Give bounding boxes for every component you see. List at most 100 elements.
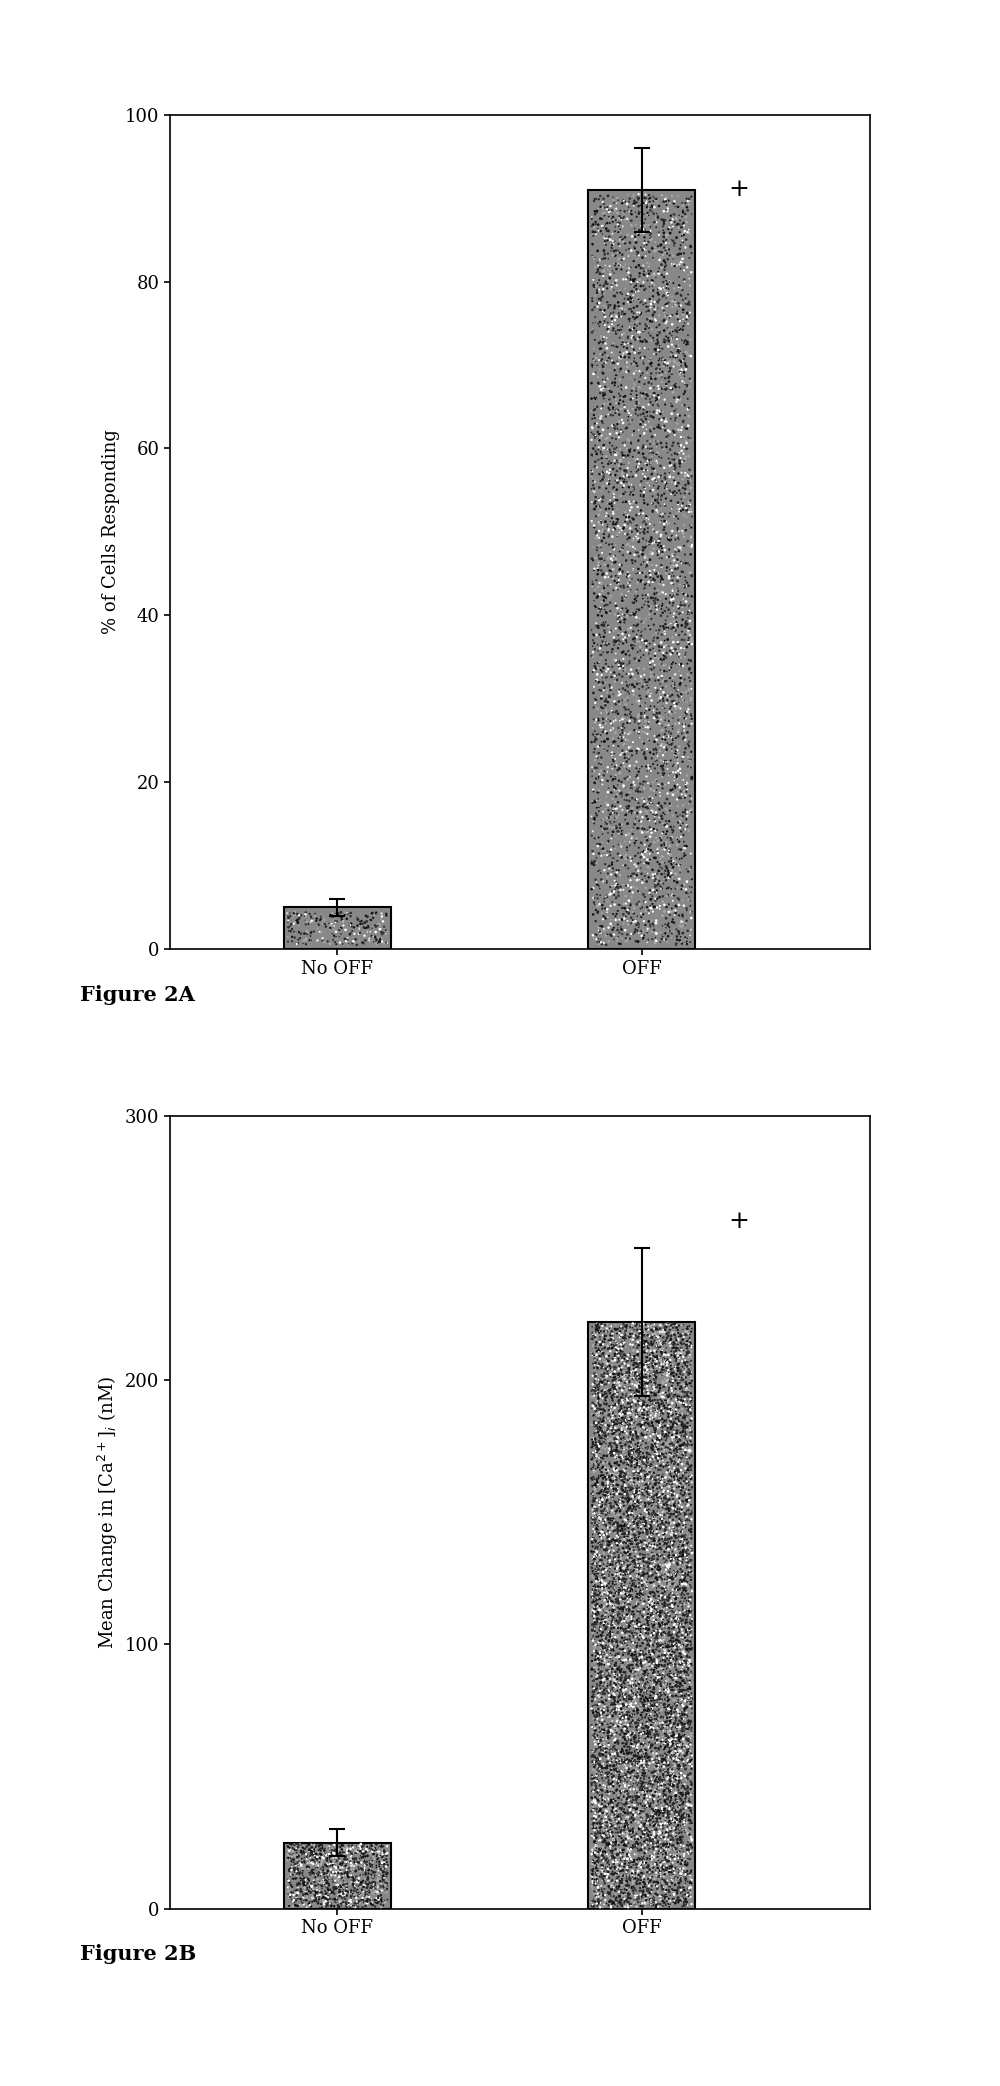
Point — [610, 1523, 626, 1556]
Point — [642, 1410, 658, 1444]
Point — [617, 603, 633, 636]
Point — [664, 1410, 680, 1444]
Point — [606, 1777, 622, 1811]
Point — [283, 1827, 299, 1861]
Point — [316, 1884, 332, 1917]
Point — [608, 1544, 624, 1577]
Point — [605, 254, 621, 288]
Point — [673, 1877, 689, 1911]
Point — [607, 1427, 623, 1460]
Point — [588, 1746, 604, 1779]
Point — [649, 592, 665, 626]
Point — [604, 561, 620, 595]
Point — [657, 1683, 673, 1717]
Point — [630, 1677, 646, 1711]
Point — [678, 1629, 694, 1663]
Point — [609, 1748, 625, 1781]
Point — [588, 922, 604, 955]
Point — [358, 1890, 374, 1923]
Point — [678, 1852, 694, 1886]
Point — [624, 1781, 640, 1815]
Point — [379, 1836, 395, 1869]
Point — [682, 549, 698, 582]
Point — [666, 1556, 682, 1590]
Point — [630, 1435, 646, 1469]
Point — [656, 1433, 672, 1466]
Point — [645, 1531, 661, 1564]
Point — [622, 874, 638, 907]
Point — [621, 1548, 637, 1581]
Point — [675, 1665, 691, 1698]
Point — [677, 724, 693, 757]
Point — [663, 371, 679, 405]
Point — [672, 1423, 688, 1456]
Point — [665, 1767, 681, 1800]
Point — [586, 1750, 602, 1784]
Point — [611, 1879, 627, 1913]
Point — [605, 1596, 621, 1629]
Point — [602, 1784, 618, 1817]
Point — [664, 1510, 680, 1544]
Point — [662, 1500, 678, 1533]
Point — [637, 1623, 653, 1656]
Point — [602, 1416, 618, 1450]
Point — [655, 1748, 671, 1781]
Point — [665, 1711, 681, 1744]
Point — [639, 1798, 655, 1832]
Point — [675, 722, 691, 755]
Point — [307, 1879, 323, 1913]
Point — [646, 1879, 662, 1913]
Point — [649, 1550, 665, 1583]
Point — [637, 1462, 653, 1496]
Point — [626, 1406, 642, 1439]
Point — [610, 227, 626, 261]
Point — [604, 1421, 620, 1454]
Point — [589, 1512, 605, 1546]
Point — [625, 903, 641, 937]
Point — [610, 1884, 626, 1917]
Point — [625, 1811, 641, 1844]
Point — [647, 805, 663, 839]
Point — [668, 1665, 684, 1698]
Point — [620, 1796, 636, 1829]
Point — [660, 878, 676, 912]
Point — [677, 1462, 693, 1496]
Point — [648, 1733, 664, 1767]
Point — [676, 1623, 692, 1656]
Point — [626, 809, 642, 843]
Point — [680, 1673, 696, 1706]
Point — [619, 1842, 635, 1875]
Point — [640, 1656, 656, 1690]
Point — [367, 1827, 383, 1861]
Point — [317, 1890, 333, 1923]
Point — [326, 920, 342, 953]
Point — [322, 1884, 338, 1917]
Point — [664, 1842, 680, 1875]
Point — [660, 321, 676, 355]
Point — [625, 1446, 641, 1479]
Point — [611, 1337, 627, 1371]
Point — [630, 1861, 646, 1894]
Point — [631, 526, 647, 559]
Point — [617, 711, 633, 745]
Point — [593, 1408, 609, 1441]
Point — [624, 1564, 640, 1598]
Point — [590, 213, 606, 246]
Point — [650, 323, 666, 357]
Point — [633, 1454, 649, 1487]
Point — [647, 1842, 663, 1875]
Point — [664, 1663, 680, 1696]
Point — [631, 496, 647, 530]
Point — [636, 1750, 652, 1784]
Point — [605, 1761, 621, 1794]
Point — [664, 1660, 680, 1694]
Point — [605, 365, 621, 398]
Point — [602, 1827, 618, 1861]
Point — [641, 693, 657, 726]
Point — [637, 1464, 653, 1498]
Point — [599, 918, 615, 951]
Point — [317, 926, 333, 960]
Point — [675, 1617, 691, 1650]
Point — [682, 1673, 698, 1706]
Point — [662, 1393, 678, 1427]
